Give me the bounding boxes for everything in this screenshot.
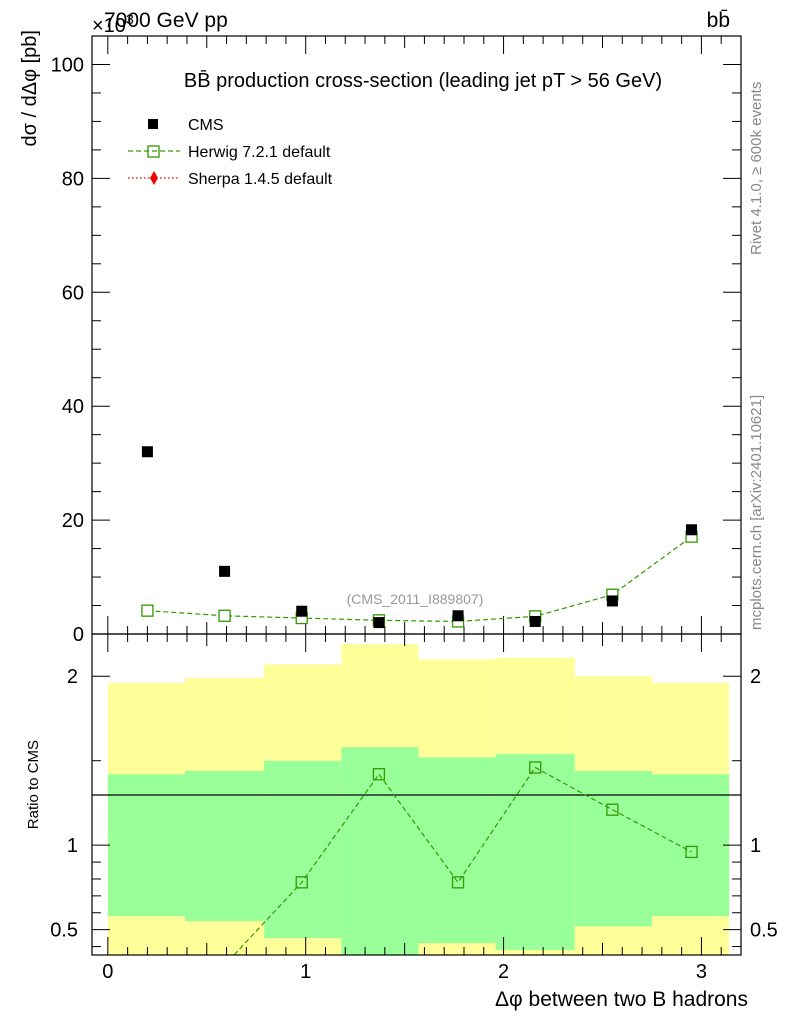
cms-point	[373, 617, 385, 629]
herwig-ratio-point	[606, 803, 619, 816]
main-plot: 0 20 40 60 80 100 BB̄ production cross-sectio…	[51, 35, 742, 646]
herwig-ratio-point	[451, 876, 465, 889]
legend-label: CMS	[188, 117, 224, 134]
cms-point	[686, 524, 698, 536]
chart-title: BB̄ production cross-section (leading je…	[184, 69, 662, 92]
main-tick-labels: 0 20 40 60 80 100	[51, 54, 84, 646]
herwig-point	[141, 604, 154, 617]
herwig-point	[218, 609, 231, 622]
x-axis-label: Δφ between two B hadrons	[495, 988, 748, 1011]
rivet-label: Rivet 4.1.0, ≥ 600k events	[748, 82, 765, 255]
cms-point	[529, 615, 541, 627]
cms-point	[141, 446, 153, 458]
ratio-ticks	[92, 634, 741, 955]
y-axis-label: dσ / dΔφ [pb]	[19, 30, 41, 147]
uncertainty-bands	[107, 644, 730, 955]
ratio-tick-label: 1	[67, 835, 78, 857]
main-ticks	[92, 35, 741, 635]
legend-marker-sherpa	[150, 171, 158, 185]
band-inner	[184, 770, 265, 922]
exponent-label: ×103	[92, 11, 134, 37]
legend-label: Sherpa 1.4.5 default	[188, 171, 333, 188]
ratio-plot: 0.5 0.5 1 1 2 2 0 1 2 3	[50, 633, 778, 983]
y-tick-label: 40	[62, 396, 84, 418]
herwig-ratio-point	[685, 845, 698, 859]
process-label: bb̄	[707, 9, 730, 32]
herwig-ratio-point	[529, 761, 542, 774]
legend-label: Herwig 7.2.1 default	[188, 144, 331, 161]
herwig-ratio-series	[233, 761, 698, 955]
analysis-label: (CMS_2011_I889807)	[347, 591, 484, 607]
legend: CMS Herwig 7.2.1 default Sherpa 1.4.5 defa…	[128, 117, 333, 188]
herwig-ratio-point	[372, 768, 386, 781]
y-tick-label: 60	[62, 282, 84, 304]
herwig-ratio-line	[233, 766, 692, 955]
x-tick-label: 0	[102, 961, 113, 983]
ratio-tick-label-right: 2	[750, 666, 761, 688]
cms-point	[606, 595, 618, 607]
x-tick-label: 1	[300, 961, 311, 983]
herwig-series	[141, 530, 698, 628]
ratio-tick-label-right: 1	[750, 835, 761, 857]
band-inner	[574, 770, 652, 927]
band-inner	[107, 774, 185, 917]
y-tick-label: 20	[62, 510, 84, 532]
band-inner	[341, 747, 419, 955]
ratio-tick-label: 2	[67, 666, 78, 688]
ratio-frame	[91, 633, 742, 956]
energy-label: 7000 GeV pp	[104, 9, 228, 32]
band-inner	[264, 760, 342, 939]
y-tick-label: 100	[51, 54, 84, 76]
cms-point	[219, 565, 231, 577]
herwig-ratio-point	[295, 876, 308, 889]
herwig-line	[147, 536, 692, 623]
band-inner	[418, 757, 496, 944]
x-tick-label: 2	[498, 961, 509, 983]
y-tick-label: 80	[62, 168, 84, 190]
ratio-tick-labels: 0.5 0.5 1 1 2 2	[50, 666, 778, 941]
mcplots-label: mcplots.cern.ch [arXiv:2401.10621]	[748, 395, 765, 630]
cms-point	[296, 605, 308, 617]
y-tick-label: 0	[73, 624, 84, 646]
cms-point	[452, 610, 464, 622]
cms-series	[141, 446, 698, 629]
ratio-y-axis-label: Ratio to CMS	[25, 740, 42, 829]
band-inner	[651, 774, 730, 917]
ratio-tick-label-right: 0.5	[750, 920, 778, 942]
legend-marker-cms	[148, 119, 158, 129]
legend-marker-herwig	[147, 145, 160, 158]
x-tick-label: 3	[696, 961, 707, 983]
band-inner	[495, 753, 575, 950]
ratio-tick-label: 0.5	[50, 920, 78, 942]
x-tick-labels: 0 1 2 3	[102, 961, 707, 983]
